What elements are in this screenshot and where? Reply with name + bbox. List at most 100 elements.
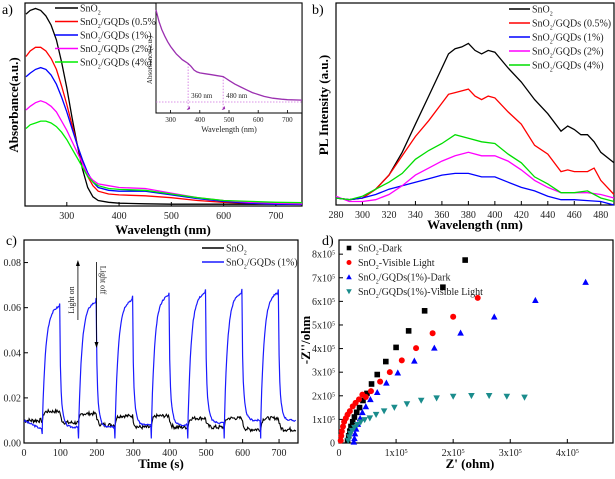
x-tick-label: 500 bbox=[199, 448, 214, 459]
data-point-square bbox=[383, 358, 389, 365]
series-line-4 bbox=[335, 133, 615, 203]
panel-label-d: d) bbox=[322, 234, 334, 249]
x-tick-label: 400 bbox=[112, 211, 127, 222]
data-point-circle bbox=[362, 393, 369, 400]
inset-x-ticks: 300 400 500 600 700 bbox=[165, 110, 293, 124]
legend-label: SnO2/GQDs (2%) bbox=[532, 47, 604, 60]
y-tick-label: 2x105 bbox=[312, 391, 335, 402]
annotation-label: Light off bbox=[99, 266, 108, 295]
x-tick-label: 300 bbox=[126, 448, 141, 459]
plot-frame-c bbox=[23, 239, 299, 444]
x-tick-label: 360 bbox=[434, 210, 449, 221]
data-point-square bbox=[405, 328, 412, 334]
series-lines-a bbox=[25, 7, 303, 206]
y-tick-label: 0.00 bbox=[4, 439, 22, 450]
data-point-triangle-up bbox=[532, 296, 539, 303]
inset-line bbox=[155, 9, 303, 101]
inset-a: 300 400 500 600 700 360 nm 480 nm Wavelength … bbox=[146, 2, 303, 134]
y-tick-label: 3x105 bbox=[312, 368, 335, 379]
data-point-triangle-up bbox=[351, 434, 358, 442]
x-tick-label: 600 bbox=[235, 448, 250, 459]
y-tick-label: 0.08 bbox=[4, 258, 22, 269]
inset-annotations: 360 nm 480 nm bbox=[156, 63, 302, 110]
x-tick-label: 200 bbox=[89, 448, 104, 459]
panel-c-photocurrent: c) 0 100 200 300 400 500 600 700 0.000.020.040.… bbox=[4, 234, 299, 471]
series-points-1 bbox=[337, 294, 481, 444]
arrow-down-icon bbox=[94, 342, 99, 348]
x-tick-label: 2x105 bbox=[442, 448, 465, 459]
scatter-points-d bbox=[337, 257, 589, 445]
x-tick-label: 300 bbox=[59, 211, 74, 222]
x-tick-label: 600 bbox=[216, 211, 231, 222]
inset-x-tick-label: 300 bbox=[165, 116, 176, 124]
legend-label: SnO2/GQDs (0.5%) bbox=[532, 19, 611, 32]
data-point-triangle-up bbox=[383, 379, 390, 386]
data-point-circle bbox=[429, 330, 436, 337]
y-ticks-c: 0.00 0.02 0.04 0.06 0.08 bbox=[4, 258, 28, 450]
legend-label: SnO2/GQDs (1%) bbox=[226, 258, 298, 271]
legend-label: SnO2/GQDs (4%) bbox=[80, 58, 152, 71]
inset-x-tick-label: 700 bbox=[282, 116, 293, 124]
annotations-c: Light on Light off bbox=[67, 260, 108, 348]
legend-label: SnO2/GQDs (1%) bbox=[80, 31, 152, 44]
x-tick-label: 400 bbox=[487, 210, 502, 221]
panel-label-c: c) bbox=[6, 234, 17, 249]
x-tick-label: 500 bbox=[164, 211, 179, 222]
data-point-triangle-down bbox=[380, 408, 388, 415]
data-point-triangle-down bbox=[403, 401, 411, 408]
data-point-circle bbox=[337, 437, 344, 444]
y-ticks-d: 0 1x105 2x105 3x105 4x105 5x105 6x105 7x105 8x10… bbox=[312, 250, 343, 450]
series-line-2 bbox=[335, 172, 615, 206]
x-axis-title-c: Time (s) bbox=[138, 456, 184, 471]
data-point-circle bbox=[338, 432, 345, 439]
x-tick-label: 480 bbox=[593, 210, 608, 221]
legend-label: SnO2/GQDs(1%)-Dark bbox=[358, 273, 450, 286]
data-point-square bbox=[356, 404, 363, 411]
data-point-square bbox=[462, 257, 468, 263]
x-axis-title-a: Wavelength (nm) bbox=[115, 222, 211, 237]
data-point-circle bbox=[338, 428, 345, 435]
inset-x-axis-title: Wavelength (nm) bbox=[201, 125, 257, 134]
y-tick-label: 4x105 bbox=[312, 344, 335, 355]
data-point-circle bbox=[413, 345, 420, 352]
data-point-circle bbox=[339, 423, 346, 430]
data-point-triangle-up bbox=[367, 396, 374, 403]
data-point-square bbox=[346, 245, 352, 251]
data-point-square bbox=[421, 308, 428, 314]
x-tick-label: 3x105 bbox=[499, 448, 522, 459]
x-tick-label: 460 bbox=[567, 210, 582, 221]
x-ticks-c: 0 100 200 300 400 500 600 700 bbox=[22, 439, 287, 459]
data-point-triangle-up bbox=[411, 357, 418, 364]
legend-label: SnO2 bbox=[532, 5, 553, 18]
panel-b-pl: b) 280 300 320 340 360 380 400 420 440 460 480 SnO… bbox=[312, 2, 615, 232]
data-point-triangle-down bbox=[449, 393, 457, 400]
x-tick-label: 320 bbox=[381, 210, 396, 221]
data-point-circle bbox=[355, 396, 362, 403]
inset-annotation-label: 360 nm bbox=[191, 92, 213, 100]
x-tick-label: 1x105 bbox=[385, 448, 408, 459]
data-point-triangle-down bbox=[391, 404, 398, 411]
arrow-up-icon bbox=[75, 260, 80, 266]
series-line-0 bbox=[335, 42, 615, 201]
data-point-triangle-up bbox=[394, 369, 402, 376]
y-tick-label: 0 bbox=[330, 439, 335, 450]
x-ticks-d: 0 1x105 2x105 3x105 4x105 bbox=[337, 439, 579, 459]
data-point-triangle-up bbox=[351, 430, 359, 437]
legend-label: SnO2/GQDs(1%)-Visible Light bbox=[358, 287, 483, 300]
data-point-triangle-down bbox=[417, 397, 425, 404]
data-point-square bbox=[440, 284, 446, 291]
data-point-triangle-up bbox=[346, 274, 352, 280]
plot-frame-d bbox=[338, 239, 614, 444]
inset-arrow-icon bbox=[186, 106, 191, 110]
legend-label: SnO2/GQDs (1%) bbox=[532, 33, 604, 46]
x-axis-title-b: Wavelength (nm) bbox=[427, 217, 523, 232]
x-tick-label: 280 bbox=[329, 210, 344, 221]
y-axis-title-d: -Z''/ohm bbox=[298, 316, 313, 365]
data-point-triangle-up bbox=[457, 329, 464, 336]
data-point-circle bbox=[398, 357, 405, 364]
data-point-circle bbox=[474, 294, 481, 301]
data-point-triangle-up bbox=[582, 278, 589, 285]
inset-x-tick-label: 500 bbox=[224, 116, 235, 124]
